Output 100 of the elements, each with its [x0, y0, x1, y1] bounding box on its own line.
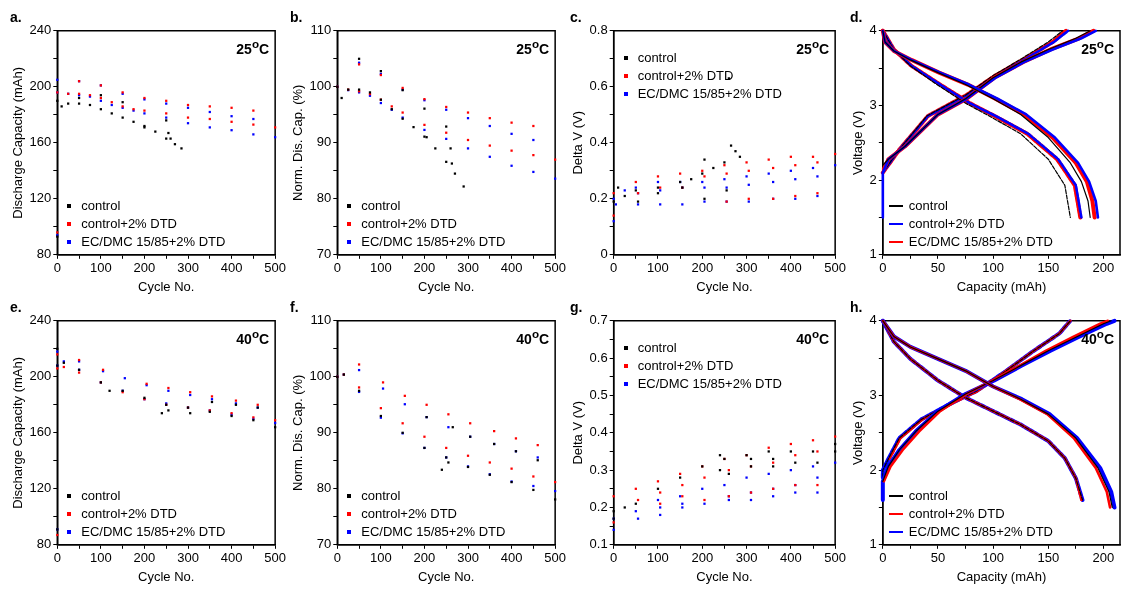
x-tick-label: 200	[1092, 550, 1115, 566]
x-tick-label: 300	[457, 260, 479, 276]
legend-label: control+2% DTD	[908, 504, 1005, 523]
y-tick-label: 0.2	[589, 499, 608, 515]
legend-label: control+2% DTD	[81, 214, 178, 233]
y-tick-label: 0	[600, 246, 608, 262]
y-tick-label: 240	[29, 22, 52, 38]
chart-title: g.	[570, 299, 583, 316]
y-axis-title: Voltage (V)	[850, 400, 866, 465]
y-tick-label: 0.1	[589, 536, 608, 552]
x-tick-label: 100	[370, 260, 392, 276]
y-tick-label: 80	[316, 190, 332, 206]
y-tick-label: 160	[29, 134, 52, 150]
y-tick-label: 3	[869, 97, 877, 113]
x-tick-label: 200	[413, 550, 436, 566]
annotation: 40$^{o}$C	[1081, 326, 1114, 347]
chart-title: a.	[10, 9, 22, 26]
x-tick-label: 300	[735, 260, 758, 276]
legend-label: control+2% DTD	[637, 356, 734, 375]
x-tick-label: 500	[824, 550, 847, 566]
y-tick-label: 0.8	[589, 22, 608, 38]
legend-label: control+2% DTD	[81, 504, 178, 523]
annotation: 40$^{o}$C	[796, 326, 830, 347]
y-tick-label: 90	[316, 134, 332, 150]
y-tick-label: 0.7	[589, 312, 608, 328]
x-tick-label: 500	[264, 260, 287, 276]
legend-label: control	[81, 486, 121, 505]
y-tick-label: 0.3	[589, 461, 608, 477]
legend-label: control	[908, 196, 948, 215]
y-axis-title: Discharge Capacity (mAh)	[10, 66, 26, 219]
legend-label: control+2% DTD	[637, 66, 734, 85]
legend-label: control	[637, 338, 677, 357]
x-axis-title: Cycle No.	[418, 278, 475, 294]
legend-label: EC/DMC 15/85+2% DTD	[637, 374, 782, 393]
legend-label: EC/DMC 15/85+2% DTD	[81, 522, 226, 541]
x-axis-title: Capacity (mAh)	[956, 278, 1047, 294]
annotation: 25$^{o}$C	[236, 36, 270, 57]
x-tick-label: 300	[177, 260, 199, 276]
x-tick-label: 0	[879, 550, 887, 566]
chart-title: e.	[10, 299, 22, 316]
y-tick-label: 0.2	[589, 190, 608, 206]
y-tick-label: 240	[29, 312, 52, 328]
legend-label: EC/DMC 15/85+2% DTD	[81, 232, 226, 251]
y-tick-label: 80	[316, 480, 332, 496]
y-tick-label: 100	[309, 368, 332, 384]
x-tick-label: 400	[780, 260, 802, 276]
x-tick-label: 100	[647, 550, 669, 566]
legend-label: control+2% DTD	[361, 214, 458, 233]
y-tick-label: 110	[310, 22, 332, 38]
legend-label: control	[81, 196, 121, 215]
y-tick-label: 110	[310, 312, 332, 328]
y-tick-label: 0.6	[589, 349, 608, 365]
y-tick-label: 120	[29, 480, 52, 496]
y-axis-title: Discharge Capacity (mAh)	[10, 356, 26, 509]
x-tick-label: 150	[1037, 260, 1060, 276]
y-tick-label: 100	[309, 78, 332, 94]
y-axis-title: Delta V (V)	[570, 401, 586, 465]
x-tick-label: 300	[177, 550, 199, 566]
x-tick-label: 0	[610, 550, 618, 566]
annotation: 40$^{o}$C	[236, 326, 270, 347]
y-tick-label: 80	[36, 246, 52, 262]
y-tick-label: 0.4	[589, 424, 608, 440]
y-tick-label: 0.4	[589, 134, 608, 150]
legend-label: control	[361, 486, 401, 505]
x-tick-label: 100	[982, 260, 1004, 276]
x-tick-label: 400	[220, 260, 243, 276]
y-axis-title: Norm. Dis. Cap. (%)	[290, 374, 306, 491]
y-tick-label: 2	[869, 171, 877, 187]
x-tick-label: 100	[647, 260, 669, 276]
y-tick-label: 70	[316, 246, 332, 262]
y-tick-label: 160	[29, 424, 52, 440]
y-tick-label: 0.6	[589, 78, 608, 94]
y-tick-label: 80	[36, 536, 52, 552]
x-tick-label: 100	[90, 550, 112, 566]
x-axis-title: Cycle No.	[418, 568, 475, 584]
chart-title: c.	[570, 9, 582, 26]
x-axis-title: Cycle No.	[696, 278, 753, 294]
x-axis-title: Capacity (mAh)	[956, 568, 1047, 584]
chart-title: d.	[850, 9, 863, 26]
x-tick-label: 500	[544, 550, 567, 566]
x-tick-label: 300	[735, 550, 758, 566]
legend-label: EC/DMC 15/85+2% DTD	[361, 522, 506, 541]
legend-label: EC/DMC 15/85+2% DTD	[908, 522, 1053, 541]
y-tick-label: 200	[29, 78, 52, 94]
y-tick-label: 0.5	[589, 387, 608, 403]
x-tick-label: 100	[370, 550, 392, 566]
x-tick-label: 200	[413, 260, 436, 276]
x-tick-label: 50	[930, 550, 946, 566]
y-tick-label: 1	[869, 246, 877, 262]
y-tick-label: 70	[316, 536, 332, 552]
x-tick-label: 0	[879, 260, 887, 276]
y-tick-label: 4	[869, 22, 877, 38]
y-tick-label: 2	[869, 461, 877, 477]
legend-label: EC/DMC 15/85+2% DTD	[637, 84, 782, 103]
y-tick-label: 4	[869, 312, 877, 328]
x-tick-label: 300	[457, 550, 479, 566]
x-tick-label: 500	[824, 260, 847, 276]
x-tick-label: 200	[691, 260, 714, 276]
x-axis-title: Cycle No.	[138, 568, 195, 584]
x-tick-label: 100	[982, 550, 1004, 566]
